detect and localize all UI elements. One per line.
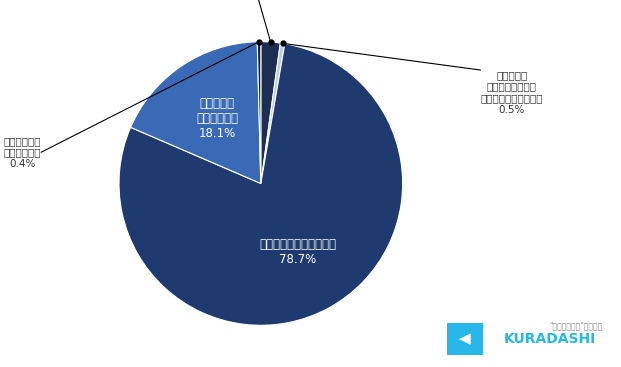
Wedge shape bbox=[119, 44, 402, 325]
Text: あまり継続
できていない
18.1%: あまり継続 できていない 18.1% bbox=[196, 97, 238, 141]
Wedge shape bbox=[261, 42, 280, 184]
Text: これまでに
フードロス削減に
取り組んだことがない
0.5%: これまでに フードロス削減に 取り組んだことがない 0.5% bbox=[481, 70, 543, 115]
Text: 継続的に取り組んでいる
78.7%: 継続的に取り組んでいる 78.7% bbox=[260, 238, 337, 266]
FancyBboxPatch shape bbox=[447, 323, 483, 355]
Text: まったく継続
できていない
0.4%: まったく継続 できていない 0.4% bbox=[4, 136, 41, 169]
Wedge shape bbox=[130, 42, 261, 184]
Text: KURADASHI: KURADASHI bbox=[504, 332, 596, 346]
Wedge shape bbox=[257, 42, 261, 184]
Wedge shape bbox=[261, 43, 285, 184]
Text: ◀: ◀ bbox=[459, 332, 471, 346]
Text: "もったいない"を価値へ: "もったいない"を価値へ bbox=[549, 321, 602, 330]
